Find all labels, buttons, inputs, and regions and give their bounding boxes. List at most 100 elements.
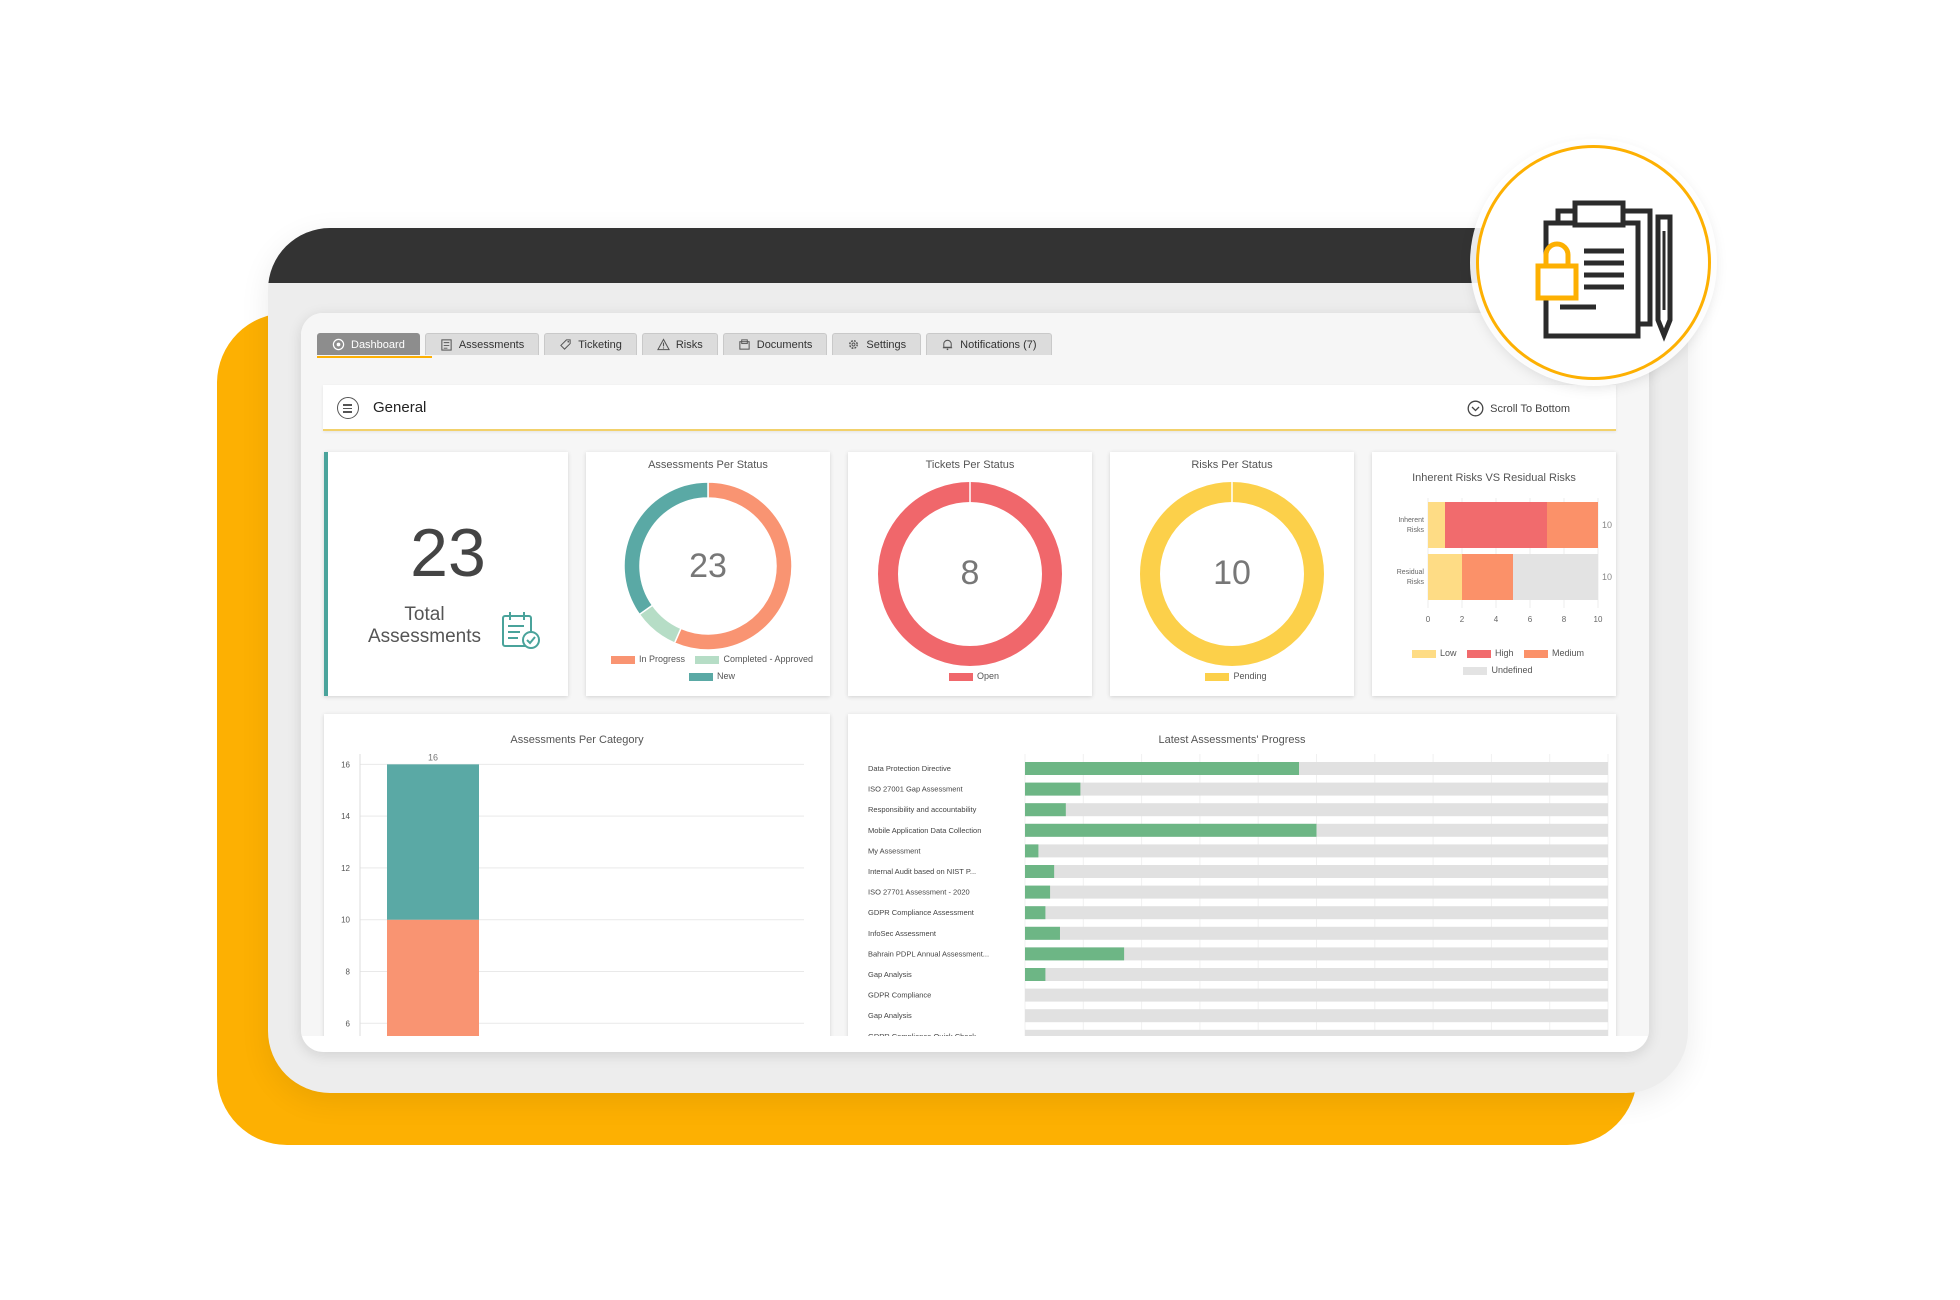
progress-row-label: Bahrain PDPL Annual Assessment...: [868, 949, 989, 958]
progress-track: [1025, 782, 1608, 796]
app-content: Dashboard Assessments Ticketing Risks Do…: [301, 313, 1649, 1036]
progress-row-label: Gap Analysis: [868, 1011, 912, 1020]
section-title: General: [373, 399, 427, 416]
progress-fill: [1025, 782, 1081, 796]
chart-legend-row2: Undefined: [1372, 665, 1616, 675]
main-tabs: Dashboard Assessments Ticketing Risks Do…: [317, 333, 1052, 357]
donut-center-value: 8: [960, 554, 980, 592]
bar-segment-high: [1445, 502, 1547, 548]
tab-settings[interactable]: Settings: [832, 333, 922, 355]
tab-label: Risks: [675, 338, 703, 351]
chart-legend: In Progress Completed - Approved: [586, 654, 830, 664]
legend-label: In Progress: [638, 654, 685, 664]
tab-assessments[interactable]: Assessments: [424, 333, 540, 355]
legend-label: Undefined: [1491, 665, 1533, 675]
progress-row-label: GDPR Compliance: [868, 991, 931, 1000]
tab-label: Documents: [756, 338, 813, 351]
x-tick-label: 2: [1460, 615, 1465, 624]
legend-swatch-medium: [1524, 649, 1549, 658]
tab-documents[interactable]: Documents: [722, 333, 828, 355]
progress-track: [1025, 906, 1608, 920]
tab-label: Assessments: [458, 338, 525, 351]
clipboard-lock-icon: [1535, 200, 1673, 342]
progress-track: [1025, 968, 1608, 981]
inherent-vs-residual-card: Inherent Risks VS Residual Risks 0 2 4 6 8 10…: [1372, 452, 1616, 696]
total-assessments-card: 23 Total Assessments: [324, 452, 568, 696]
menu-icon[interactable]: [337, 397, 359, 419]
progress-row-label: ISO 27701 Assessment - 2020: [868, 888, 970, 897]
bar-total-label: 16: [428, 752, 438, 762]
chart-legend: Open: [848, 671, 1092, 681]
progress-row-label: Gap Analysis: [868, 970, 912, 979]
legend-swatch-undefined: [1463, 666, 1488, 675]
tab-label: Notifications (7): [960, 338, 1037, 351]
tab-label: Settings: [866, 338, 907, 351]
general-section-header: General Scroll To Bottom: [323, 385, 1616, 431]
tab-dashboard[interactable]: Dashboard: [317, 333, 420, 355]
assessments-per-category-card: Assessments Per Category 16 14 12 10 8 6 16: [324, 714, 830, 1036]
tab-notifications[interactable]: Notifications (7): [926, 333, 1052, 355]
assessments-status-donut: [623, 481, 793, 651]
legend-swatch-low: [1411, 649, 1436, 658]
progress-row-label: ISO 27001 Gap Assessment: [868, 785, 964, 794]
chart-title: Assessments Per Status: [648, 459, 768, 471]
legend-label: New: [716, 671, 735, 681]
progress-fill: [1025, 865, 1055, 878]
tickets-per-status-card: Tickets Per Status 8 Open: [848, 452, 1092, 696]
progress-row-label: Internal Audit based on NIST P...: [868, 867, 976, 876]
risks-status-donut: [1140, 482, 1324, 666]
latest-assessments-progress-chart: Data Protection Directive ISO 27001 Gap A…: [868, 754, 1609, 1036]
progress-fill: [1025, 823, 1317, 837]
bar-segment-undefined: [1513, 554, 1598, 600]
x-tick-label: 10: [1594, 615, 1603, 624]
donut-center-value: 10: [1213, 554, 1251, 592]
assessments-per-category-chart: 16 14 12 10 8 6 16: [341, 752, 804, 1036]
donut-center-value: 23: [689, 547, 727, 585]
legend-swatch-high: [1466, 649, 1491, 658]
progress-row-label: My Assessment: [868, 846, 921, 855]
assessment-calendar-icon: [502, 612, 540, 649]
progress-row-label: Responsibility and accountability: [868, 805, 977, 814]
legend-label: Low: [1439, 648, 1457, 658]
gear-icon: [849, 340, 859, 349]
legend-label: Medium: [1552, 648, 1585, 658]
category-bar-segment: [387, 919, 479, 1036]
risks-per-status-card: Risks Per Status 10 Pending: [1110, 452, 1354, 696]
chevron-down-icon: [1467, 400, 1484, 417]
bar-total-label: 10: [1602, 572, 1612, 582]
tickets-status-donut: [878, 482, 1062, 666]
y-category-label: Risks: [1407, 579, 1425, 586]
progress-fill: [1025, 906, 1046, 920]
tablet-top-bar: [268, 228, 1688, 283]
y-tick-label: 6: [346, 1019, 351, 1028]
chart-title: Assessments Per Category: [510, 734, 644, 746]
legend-swatch-completed: [695, 655, 720, 664]
progress-fill: [1025, 885, 1051, 899]
chart-title: Tickets Per Status: [925, 459, 1015, 471]
progress-track: [1025, 988, 1608, 1002]
progress-track: [1025, 1009, 1608, 1023]
legend-label: Open: [976, 671, 1000, 681]
total-assessments-value: 23: [410, 515, 486, 591]
scroll-to-bottom-button[interactable]: Scroll To Bottom: [1467, 400, 1570, 417]
progress-fill: [1025, 844, 1039, 858]
active-tab-indicator: [317, 356, 432, 358]
tab-risks[interactable]: Risks: [641, 333, 718, 355]
progress-fill: [1025, 803, 1066, 817]
bar-segment-medium: [1547, 502, 1598, 548]
scroll-label: Scroll To Bottom: [1490, 402, 1570, 415]
chart-title: Latest Assessments' Progress: [1158, 734, 1306, 746]
chart-legend: Low High Medium: [1372, 648, 1616, 658]
bar-segment-medium: [1462, 554, 1513, 600]
legend-label: Pending: [1233, 671, 1267, 681]
y-tick-label: 10: [341, 916, 350, 925]
chart-legend-row2: New: [586, 671, 830, 681]
tab-ticketing[interactable]: Ticketing: [544, 333, 637, 355]
total-assessments-label: Total Assessments: [368, 604, 481, 647]
progress-track: [1025, 803, 1608, 817]
ticket-icon: [560, 339, 571, 350]
app-screen: Dashboard Assessments Ticketing Risks Do…: [301, 313, 1649, 1052]
progress-track: [1025, 865, 1608, 878]
legend-label: Completed - Approved: [723, 654, 814, 664]
